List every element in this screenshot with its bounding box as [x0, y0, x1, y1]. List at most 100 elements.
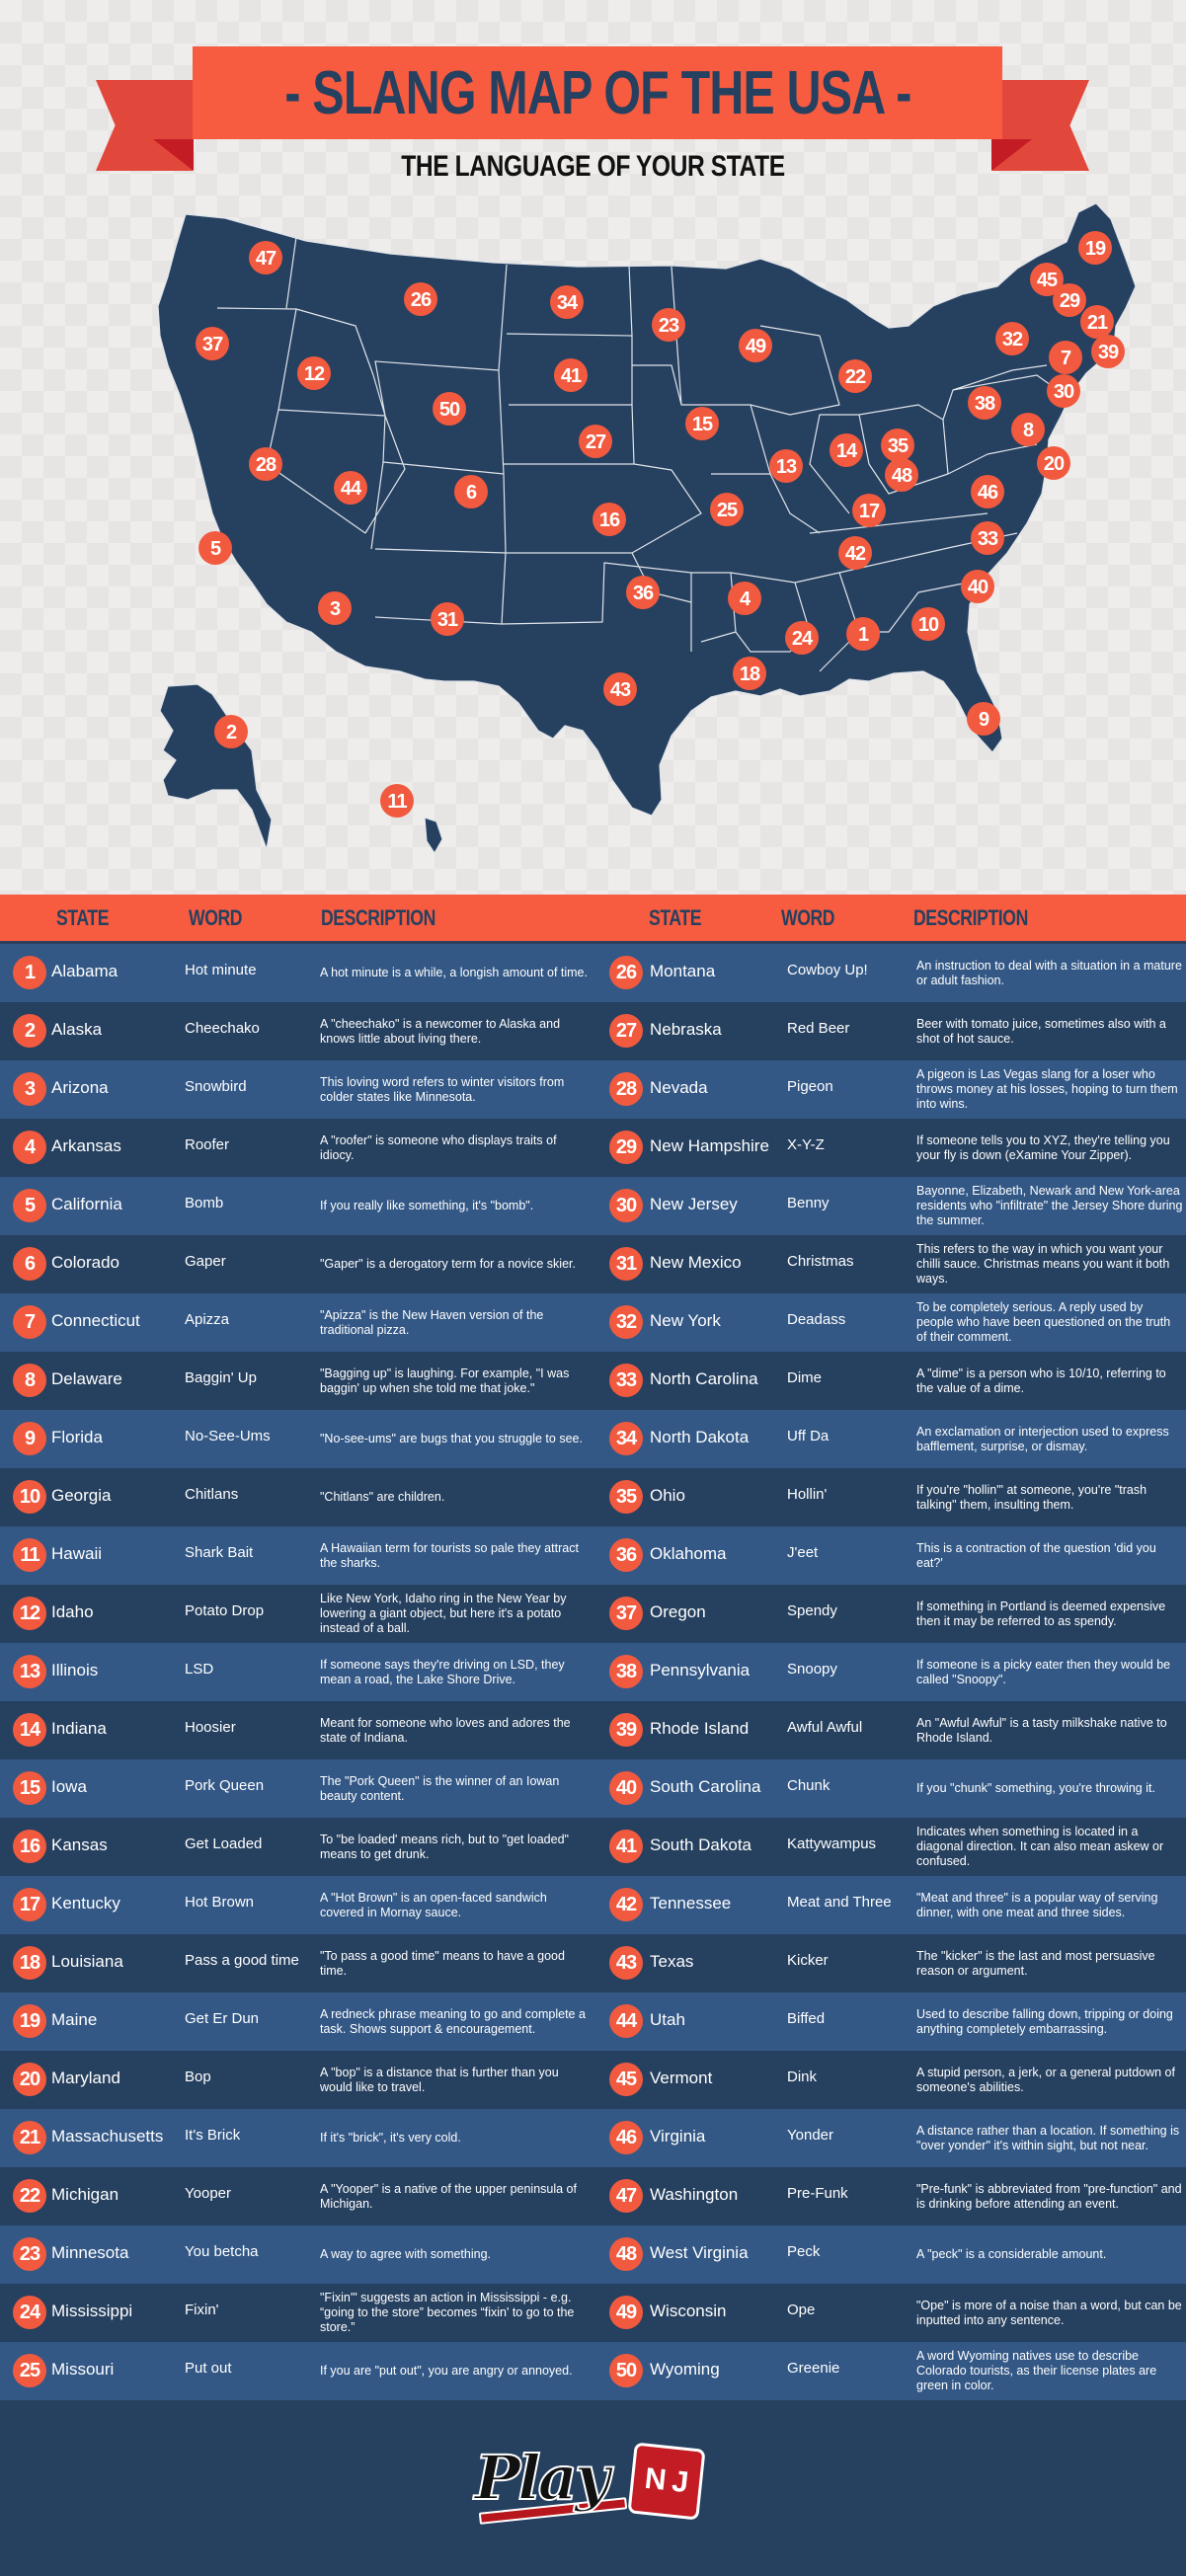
state-name: Kentucky: [51, 1894, 120, 1912]
state-marker[interactable]: 44: [334, 471, 367, 505]
table-row: 18 Louisiana Pass a good time "To pass a go…: [0, 1934, 593, 1992]
state-marker[interactable]: 2: [214, 715, 248, 748]
marker-number: 44: [341, 478, 362, 500]
state-marker[interactable]: 24: [785, 621, 819, 655]
table-row: 24 Mississippi Fixin' "Fixin'" suggests an …: [0, 2284, 593, 2342]
table-header-left: STATE WORD DESCRIPTION: [0, 895, 593, 941]
marker-circle-icon: [769, 449, 803, 483]
state-marker[interactable]: 9: [967, 702, 1000, 736]
slang-description: The "Pork Queen" is the winner of an Iow…: [320, 1773, 560, 1803]
marker-circle-icon: [1049, 341, 1082, 374]
marker-circle-icon: [728, 582, 761, 615]
marker-circle-icon: [334, 471, 367, 505]
slang-description: Used to describe falling down, tripping …: [916, 2006, 1173, 2036]
state-marker[interactable]: 40: [961, 570, 994, 603]
hawaii-shape: [424, 817, 443, 854]
state-marker[interactable]: 34: [550, 285, 584, 319]
state-marker[interactable]: 31: [431, 602, 464, 636]
slang-word: Chitlans: [185, 1486, 239, 1503]
state-marker[interactable]: 1: [846, 617, 880, 651]
state-marker[interactable]: 37: [196, 327, 229, 360]
state-marker[interactable]: 4: [728, 582, 761, 615]
state-marker[interactable]: 46: [971, 475, 1004, 508]
state-number-badge: 42: [609, 1888, 643, 1921]
slang-description: If you "chunk" something, you're throwin…: [916, 1781, 1155, 1796]
state-marker[interactable]: 22: [838, 359, 872, 393]
state-marker[interactable]: 26: [404, 282, 437, 316]
state-marker[interactable]: 5: [198, 531, 232, 565]
state-marker[interactable]: 7: [1049, 341, 1082, 374]
state-marker[interactable]: 41: [554, 358, 588, 392]
slang-description: An instruction to deal with a situation …: [916, 958, 1182, 987]
state-marker[interactable]: 25: [710, 493, 744, 526]
state-marker[interactable]: 38: [968, 386, 1001, 420]
state-marker[interactable]: 49: [739, 329, 772, 362]
header-description: DESCRIPTION: [321, 904, 435, 930]
header-map-section: - SLANG MAP OF THE USA - THE LANGUAGE OF…: [0, 0, 1186, 895]
state-marker[interactable]: 30: [1047, 374, 1080, 408]
slang-word: Yooper: [185, 2185, 231, 2202]
state-marker[interactable]: 39: [1091, 335, 1125, 368]
slang-word: Dime: [787, 1369, 823, 1386]
state-name: Wisconsin: [650, 2302, 727, 2320]
state-marker[interactable]: 20: [1037, 446, 1070, 480]
slang-word: Pigeon: [787, 1078, 833, 1095]
state-marker[interactable]: 23: [652, 308, 685, 342]
state-marker[interactable]: 12: [297, 356, 331, 390]
alaska-shape: [159, 683, 273, 850]
state-marker[interactable]: 35: [881, 429, 914, 462]
slang-description: This loving word refers to winter visito…: [320, 1074, 565, 1104]
state-marker[interactable]: 3: [318, 591, 352, 625]
state-marker[interactable]: 21: [1080, 305, 1114, 339]
state-marker[interactable]: 16: [593, 503, 626, 536]
state-marker[interactable]: 8: [1011, 413, 1045, 446]
state-marker[interactable]: 6: [454, 475, 488, 508]
state-marker[interactable]: 42: [838, 536, 872, 570]
logo-play-text: Play: [473, 2441, 610, 2515]
marker-circle-icon: [995, 322, 1029, 355]
slang-description: "To pass a good time" means to have a go…: [320, 1948, 565, 1978]
marker-number: 34: [557, 292, 579, 314]
marker-circle-icon: [911, 607, 945, 641]
state-marker[interactable]: 27: [579, 425, 612, 458]
state-marker[interactable]: 48: [885, 458, 918, 492]
marker-number: 35: [888, 435, 909, 457]
state-marker[interactable]: 28: [249, 447, 282, 481]
slang-word: Hot Brown: [185, 1894, 255, 1911]
state-number-badge: 27: [609, 1014, 643, 1048]
state-marker[interactable]: 36: [626, 576, 660, 609]
table-row: 3 Arizona Snowbird This loving word refers …: [0, 1060, 593, 1119]
slang-description: If you are "put out", you are angry or a…: [320, 2364, 573, 2379]
marker-number: 27: [586, 431, 606, 453]
state-marker[interactable]: 19: [1078, 231, 1112, 265]
slang-word: Yonder: [787, 2127, 833, 2144]
state-marker[interactable]: 13: [769, 449, 803, 483]
slang-word: Deadass: [787, 1311, 846, 1328]
state-marker[interactable]: 15: [685, 407, 719, 440]
state-marker[interactable]: 32: [995, 322, 1029, 355]
playnj-logo[interactable]: Play N J: [473, 2436, 712, 2531]
state-marker[interactable]: 10: [911, 607, 945, 641]
state-marker[interactable]: 50: [433, 392, 466, 426]
state-marker[interactable]: 45: [1030, 263, 1064, 296]
slang-description: This is a contraction of the question 'd…: [916, 1540, 1156, 1570]
table-row: 43 Texas Kicker The "kicker" is the last an…: [593, 1934, 1186, 1992]
state-marker[interactable]: 11: [380, 784, 414, 818]
state-marker[interactable]: 33: [971, 521, 1004, 555]
state-marker[interactable]: 14: [830, 433, 863, 467]
state-marker[interactable]: 43: [603, 672, 637, 706]
slang-description: "Meat and three" is a popular way of ser…: [916, 1890, 1158, 1919]
table-column-left: 1 Alabama Hot minute A hot minute is a whil…: [0, 944, 593, 2400]
slang-word: It's Brick: [185, 2127, 241, 2144]
marker-circle-icon: [967, 702, 1000, 736]
state-marker[interactable]: 17: [852, 494, 886, 527]
state-name: Connecticut: [51, 1311, 140, 1330]
marker-number: 42: [845, 543, 866, 565]
state-number-badge: 6: [13, 1247, 46, 1281]
state-marker[interactable]: 18: [733, 657, 766, 690]
table-row: 19 Maine Get Er Dun A redneck phrase meanin…: [0, 1992, 593, 2051]
state-marker[interactable]: 29: [1053, 283, 1086, 317]
slang-description: "Bagging up" is laughing. For example, "…: [320, 1366, 570, 1395]
marker-circle-icon: [971, 475, 1004, 508]
state-marker[interactable]: 47: [249, 241, 282, 274]
